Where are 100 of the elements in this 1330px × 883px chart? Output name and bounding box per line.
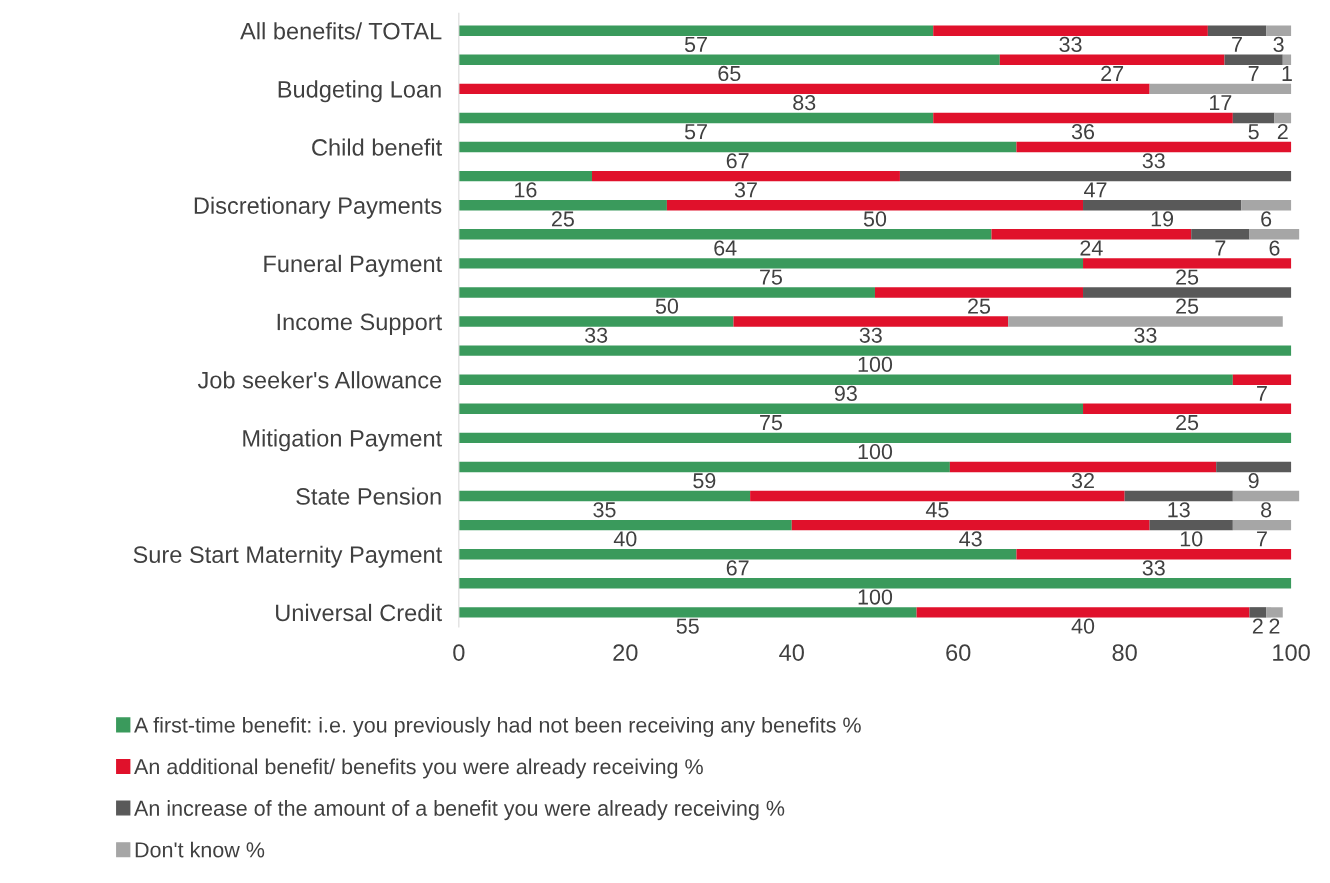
bar: [1274, 112, 1292, 124]
data-label: 100: [858, 443, 893, 460]
bar: [458, 345, 1292, 356]
legend-label: An additional benefit/ benefits you were already receiving %: [134, 758, 703, 779]
y-tick-label: Funeral Payment: [264, 254, 443, 277]
data-label: 75: [760, 415, 783, 431]
data-label: 2: [1252, 618, 1263, 634]
bar: [1249, 229, 1300, 240]
bar: [1224, 54, 1283, 66]
data-label: 45: [925, 502, 949, 518]
bar: [458, 229, 992, 240]
bar: [1083, 287, 1292, 298]
bar: [458, 432, 1292, 444]
y-tick-label: Universal Credit: [276, 603, 443, 622]
data-label: 100: [858, 356, 893, 372]
bar: [933, 112, 1233, 124]
bar: [458, 519, 792, 531]
data-label: 25: [1176, 414, 1199, 431]
bar: [1083, 258, 1292, 269]
y-tick-label: Income Support: [277, 313, 443, 335]
data-label: 16: [515, 182, 537, 198]
bar: [1191, 229, 1250, 240]
bar: [592, 170, 900, 182]
bar: [1232, 490, 1300, 502]
y-tick-label: Discretionary Payments: [194, 196, 442, 219]
bar: [1149, 83, 1292, 95]
y-tick-label: All benefits/ TOTAL: [240, 22, 442, 40]
data-label: 2: [1277, 124, 1288, 140]
bar: [916, 607, 1250, 618]
data-label: 5: [1248, 124, 1259, 140]
data-label: 8: [1261, 502, 1272, 518]
data-label: 33: [1142, 153, 1165, 169]
bar: [458, 578, 1292, 589]
data-label: 7: [1257, 386, 1267, 401]
data-label: 67: [726, 153, 749, 169]
x-tick-label: 80: [1112, 644, 1137, 661]
data-label: 64: [714, 240, 737, 256]
bar: [458, 287, 875, 298]
bar: [1232, 112, 1275, 124]
bar: [458, 607, 917, 618]
bar: [791, 519, 1150, 531]
data-label: 40: [1071, 618, 1095, 634]
y-tick-label: State Pension: [296, 487, 441, 505]
bar: [1216, 461, 1292, 473]
data-label: 25: [1176, 269, 1199, 285]
bar: [1016, 548, 1292, 560]
y-tick-label: Budgeting Loan: [278, 80, 441, 103]
data-label: 93: [834, 385, 857, 402]
bar: [1266, 25, 1292, 36]
data-label: 47: [1084, 182, 1107, 198]
data-label: 7: [1257, 531, 1267, 547]
bar: [458, 316, 734, 327]
bar: [458, 141, 1017, 153]
bar: [1083, 403, 1292, 415]
data-label: 17: [1210, 95, 1232, 110]
data-label: 33: [1142, 560, 1165, 576]
data-label: 25: [968, 298, 991, 314]
data-label: 50: [863, 211, 887, 227]
data-label: 57: [684, 37, 707, 53]
x-tick-label: 100: [1273, 644, 1310, 661]
data-label: 32: [1071, 473, 1094, 489]
bar: [458, 112, 934, 124]
bar: [1266, 607, 1283, 618]
data-label: 83: [793, 94, 816, 111]
bar: [458, 258, 1084, 269]
y-tick-label: Child benefit: [312, 138, 443, 156]
data-label: 43: [959, 531, 982, 547]
bar: [933, 25, 1208, 36]
legend-label: A first-time benefit: i.e. you previously had not been receiving any benefits %: [134, 716, 861, 737]
data-label: 100: [858, 589, 893, 605]
bar: [1016, 141, 1292, 153]
bar: [458, 54, 1000, 66]
bar: [1008, 316, 1283, 327]
data-label: 75: [760, 269, 783, 285]
bar: [458, 374, 1233, 385]
data-label: 13: [1168, 502, 1190, 518]
bar: [999, 54, 1225, 66]
bar: [899, 170, 1292, 182]
data-label: 33: [859, 327, 882, 343]
bar: [458, 83, 1150, 95]
data-label: 40: [613, 531, 637, 547]
data-label: 35: [593, 502, 616, 518]
data-label: 55: [676, 618, 699, 634]
data-label: 33: [585, 327, 608, 343]
bar: [1083, 199, 1242, 211]
data-label: 3: [1273, 36, 1284, 53]
x-tick-label: 40: [779, 644, 804, 661]
bar: [1124, 490, 1233, 502]
bar: [458, 461, 950, 473]
bar: [1241, 199, 1292, 211]
data-label: 24: [1080, 240, 1103, 256]
bar: [458, 490, 751, 502]
bar: [1282, 54, 1292, 66]
bar: [949, 461, 1217, 473]
data-label: 6: [1261, 211, 1272, 227]
bar: [458, 25, 934, 36]
data-label: 1: [1282, 66, 1292, 81]
bar: [991, 229, 1192, 240]
y-tick-label: Sure Start Maternity Payment: [133, 545, 443, 568]
bar: [750, 490, 1125, 502]
